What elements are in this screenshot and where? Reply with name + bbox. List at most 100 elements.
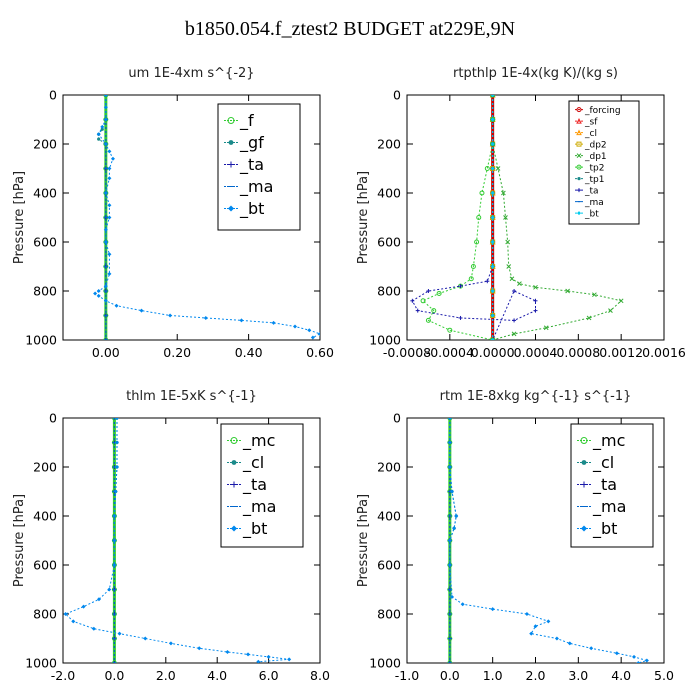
x-tick-label: 0.0000	[471, 345, 515, 360]
data-point	[415, 308, 420, 313]
data-point	[103, 227, 108, 232]
data-point	[168, 313, 173, 318]
data-point	[490, 264, 495, 269]
x-tick-label: 0.0	[440, 668, 460, 683]
data-point	[511, 331, 517, 337]
y-tick-label: 600	[33, 235, 57, 250]
legend-label: _ta	[592, 475, 617, 495]
data-point	[168, 641, 173, 646]
x-tick-label: 2.0	[526, 668, 546, 683]
y-tick-label: 1000	[25, 333, 57, 348]
legend-label: _mc	[592, 431, 625, 451]
x-tick-label: -0.0004	[426, 345, 474, 360]
data-point	[426, 289, 431, 293]
data-point	[103, 338, 108, 340]
y-tick-label: 1000	[25, 656, 57, 671]
x-tick-label: 2.0	[156, 668, 176, 683]
data-point	[91, 626, 96, 631]
data-point	[107, 587, 112, 592]
legend-label: _dp1	[584, 152, 607, 162]
legend-marker	[576, 118, 582, 124]
legend-label: _ma	[584, 198, 604, 208]
x-tick-label: 0.0	[104, 668, 124, 683]
y-tick-label: 400	[33, 509, 57, 524]
data-point	[529, 631, 534, 636]
data-point	[436, 290, 442, 296]
data-point	[203, 315, 208, 320]
data-point	[644, 658, 649, 663]
y-tick-label: 800	[377, 284, 401, 299]
page-title: b1850.054.f_ztest2 BUDGET at229E,9N	[184, 18, 516, 40]
y-axis-label: Pressure [hPa]	[12, 494, 27, 587]
x-tick-label: 3.0	[568, 668, 588, 683]
data-point	[490, 142, 495, 146]
data-point	[107, 271, 112, 276]
data-point	[490, 117, 495, 122]
data-point	[96, 597, 101, 602]
x-tick-label: 0.0004	[514, 345, 558, 360]
x-tick-label: -2.0	[51, 668, 75, 683]
data-point	[554, 636, 559, 641]
data-point	[112, 514, 117, 518]
data-point	[533, 284, 538, 290]
data-point	[96, 289, 101, 293]
data-point	[567, 641, 572, 646]
data-point	[589, 646, 594, 651]
legend-label: _gf	[239, 133, 264, 153]
x-tick-label: 0.20	[163, 345, 191, 360]
data-point	[447, 327, 453, 333]
data-point	[93, 291, 98, 296]
legend-label: _forcing	[584, 106, 621, 116]
legend-label: _cl	[584, 129, 597, 139]
legend-label: _bt	[592, 519, 617, 539]
legend-label: _ma	[242, 497, 276, 517]
legend-label: _bt	[584, 209, 599, 219]
chart-panel-1: um 1E-4xm s^{-2} Pressure [hPa] 0 200 400 600…	[12, 66, 334, 360]
data-point	[431, 308, 437, 314]
series-group	[410, 95, 624, 340]
legend-marker	[576, 107, 582, 113]
y-tick-label: 400	[377, 186, 401, 201]
data-point	[468, 276, 474, 282]
data-point	[197, 646, 202, 651]
chart-title: um 1E-4xm s^{-2}	[128, 66, 254, 81]
legend: _f_gf_ta_ma_bt	[217, 103, 301, 231]
x-tick-label: 0.0012	[599, 345, 643, 360]
data-point	[107, 166, 112, 171]
y-tick-label: 0	[393, 88, 401, 103]
data-point	[112, 563, 117, 567]
data-point	[490, 166, 495, 171]
legend-label: _sf	[584, 117, 598, 127]
data-point	[503, 215, 508, 220]
legend-label: _f	[239, 111, 254, 131]
data-point	[114, 440, 119, 445]
data-point	[479, 190, 485, 196]
y-axis-label: Pressure [hPa]	[12, 171, 27, 264]
data-point	[458, 284, 463, 289]
legend-marker	[231, 460, 237, 465]
data-point	[490, 338, 495, 340]
x-tick-label: 1.0	[483, 668, 503, 683]
chart-panel-2: rtpthlp 1E-4x(kg K)/(kg s) Pressure [hPa]…	[356, 66, 686, 360]
plot-frame	[62, 94, 321, 341]
legend-marker	[231, 525, 237, 532]
data-point	[103, 284, 108, 289]
data-point	[512, 318, 517, 323]
legend-label: _ta	[584, 186, 599, 196]
legend: _mc_cl_ta_ma_bt	[570, 423, 654, 548]
data-point	[425, 317, 431, 323]
data-point	[103, 105, 108, 110]
chart-panel-3: thlm 1E-5xK s^{-1} Pressure [hPa] 0 200 400 6…	[12, 389, 330, 683]
data-point	[474, 239, 480, 245]
legend-marker	[581, 525, 587, 532]
data-point	[501, 190, 506, 196]
data-point	[107, 252, 112, 257]
data-point	[103, 117, 108, 122]
data-point	[495, 166, 501, 171]
data-point	[506, 264, 512, 269]
data-point	[614, 651, 619, 656]
legend-marker	[576, 153, 582, 158]
x-tick-label: 4.0	[611, 668, 631, 683]
data-point	[546, 619, 551, 624]
data-point	[533, 624, 538, 629]
